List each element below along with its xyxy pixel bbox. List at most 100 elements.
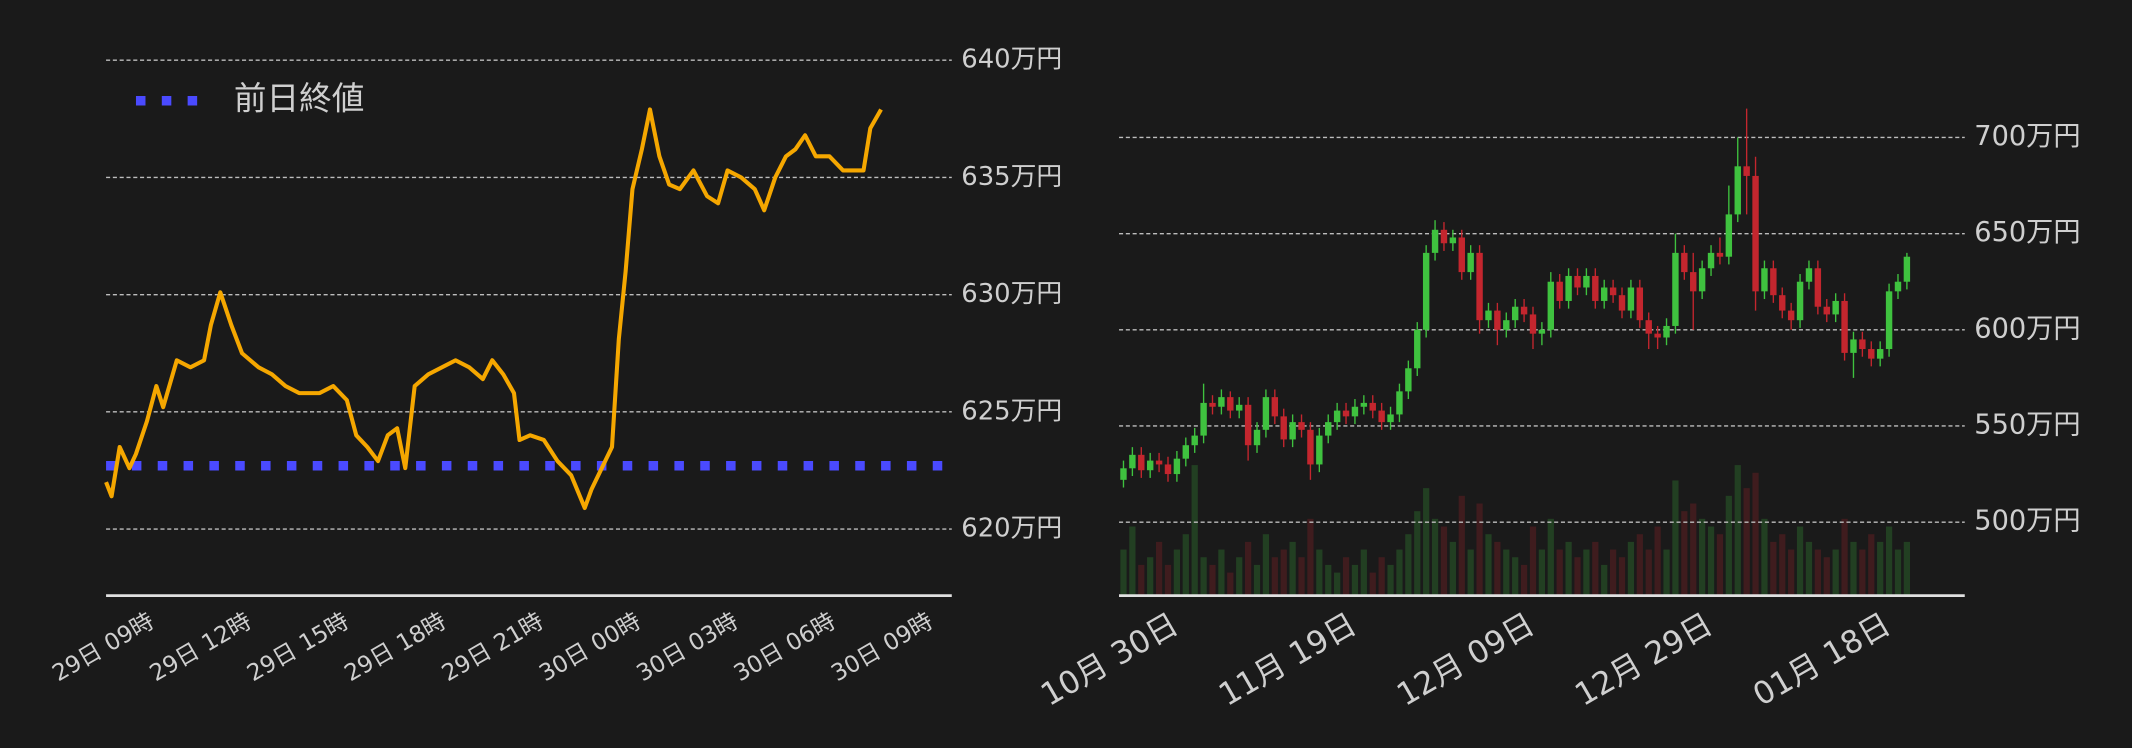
volume-bar xyxy=(1752,472,1759,596)
volume-bar xyxy=(1823,557,1830,596)
candle-body xyxy=(1565,275,1572,301)
candle-body xyxy=(1307,429,1314,465)
volume-bar xyxy=(1636,534,1643,596)
volume-bar xyxy=(1325,564,1332,596)
candle-body xyxy=(1467,252,1474,273)
candle-body xyxy=(1209,402,1216,407)
candle-body xyxy=(1280,416,1287,440)
volume-bar xyxy=(1805,541,1813,596)
candle-body xyxy=(1146,460,1154,471)
candle-body xyxy=(1698,268,1706,292)
volume-bar xyxy=(1618,557,1626,596)
candle-body xyxy=(1262,397,1270,430)
volume-bar xyxy=(1654,526,1661,596)
candle-body xyxy=(1227,397,1234,411)
volume-bar xyxy=(1351,564,1359,596)
candle-body xyxy=(1431,229,1439,253)
candle-body xyxy=(1485,310,1492,321)
candle-body xyxy=(1351,406,1359,417)
volume-bar xyxy=(1485,534,1492,596)
candle-body xyxy=(1200,402,1207,436)
volume-bar xyxy=(1440,526,1448,596)
candle-body xyxy=(1725,214,1733,257)
candle-body xyxy=(1645,320,1652,334)
y-tick-label: 635万円 xyxy=(961,162,1062,192)
volume-bar xyxy=(1716,534,1724,596)
volume-bar xyxy=(1609,549,1617,596)
candle-body xyxy=(1138,454,1145,471)
candle-body xyxy=(1787,310,1795,321)
volume-bar xyxy=(1743,488,1750,596)
candle-body xyxy=(1253,429,1261,446)
volume-bar xyxy=(1592,541,1599,596)
volume-bar xyxy=(1431,518,1439,596)
volume-bar xyxy=(1396,549,1403,596)
volume-bar xyxy=(1244,541,1252,596)
candle-body xyxy=(1574,275,1581,288)
volume-bar xyxy=(1796,526,1804,596)
volume-bar xyxy=(1209,564,1216,596)
candle-body xyxy=(1654,333,1661,338)
candle-body xyxy=(1440,229,1448,244)
candle-body xyxy=(1583,275,1590,288)
volume-bar xyxy=(1832,549,1839,596)
volume-bar xyxy=(1316,549,1323,596)
candle-body xyxy=(1743,166,1750,176)
y-tick-label: 700万円 xyxy=(1974,121,2080,152)
volume-bar xyxy=(1147,557,1154,596)
volume-bar xyxy=(1494,541,1501,596)
price-line xyxy=(104,107,883,510)
volume-bar xyxy=(1200,557,1207,596)
candle-body xyxy=(1244,404,1252,446)
candle-body xyxy=(1556,281,1563,301)
candle-body xyxy=(1850,339,1857,353)
candle-body xyxy=(1814,268,1822,307)
candle-body xyxy=(1503,320,1510,330)
candle-body xyxy=(1289,422,1296,440)
volume-bar xyxy=(1191,465,1198,596)
volume-bar xyxy=(1663,549,1670,596)
volume-bar xyxy=(1298,557,1305,596)
candle-body xyxy=(1681,252,1688,273)
candle-body xyxy=(1164,464,1172,475)
candle-body xyxy=(1236,404,1243,411)
volume-bar xyxy=(1289,541,1296,596)
candle-body xyxy=(1823,306,1830,315)
candle-body xyxy=(1378,410,1385,423)
candle-body xyxy=(1271,397,1279,417)
volume-bar xyxy=(1253,564,1261,596)
candle-body xyxy=(1511,306,1519,321)
candle-body xyxy=(1592,275,1599,301)
candle-body xyxy=(1316,435,1323,465)
y-tick-label: 630万円 xyxy=(961,279,1062,309)
volume-bar xyxy=(1770,541,1777,596)
candle-body xyxy=(1333,410,1341,423)
candle-body xyxy=(1885,291,1893,350)
volume-bar xyxy=(1894,549,1902,596)
candle-body xyxy=(1458,237,1465,273)
volume-bar xyxy=(1725,495,1732,596)
volume-bar xyxy=(1414,511,1421,596)
candle-body xyxy=(1770,268,1777,296)
volume-bar xyxy=(1672,480,1679,596)
volume-bar xyxy=(1868,534,1875,596)
candle-body xyxy=(1779,295,1786,311)
volume-bar xyxy=(1262,534,1270,596)
candle-body xyxy=(1342,410,1350,417)
candle-body xyxy=(1529,314,1537,334)
volume-bar xyxy=(1885,526,1893,596)
volume-bar xyxy=(1449,541,1456,596)
y-tick-label: 600万円 xyxy=(1974,313,2080,344)
candle-body xyxy=(1894,281,1902,292)
volume-bar xyxy=(1779,534,1786,596)
candle-body xyxy=(1796,281,1804,321)
candle-body xyxy=(1601,287,1608,301)
candle-body xyxy=(1182,445,1190,459)
candle-body xyxy=(1538,329,1546,334)
candle-body xyxy=(1129,454,1136,469)
volume-bar xyxy=(1699,518,1706,596)
volume-bar xyxy=(1360,549,1367,596)
candle-body xyxy=(1360,402,1368,407)
volume-bar xyxy=(1271,557,1278,596)
